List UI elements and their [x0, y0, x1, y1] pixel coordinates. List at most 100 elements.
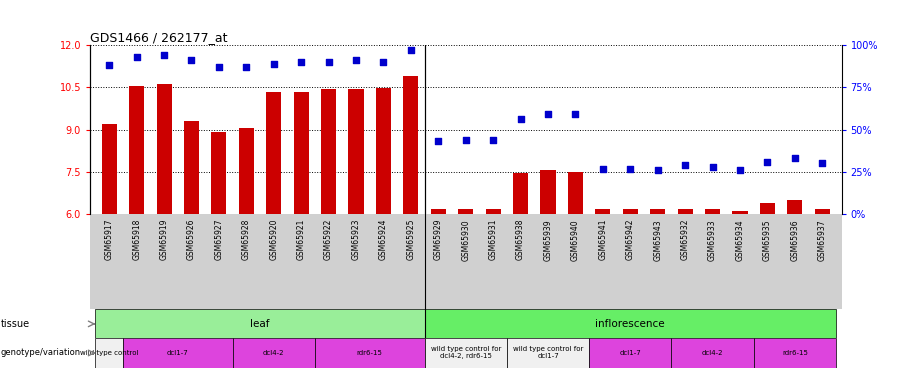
Text: GSM65942: GSM65942: [626, 219, 634, 261]
Text: GSM65924: GSM65924: [379, 219, 388, 261]
Bar: [541, 171, 555, 214]
Text: inflorescence: inflorescence: [596, 319, 665, 329]
Point: [157, 52, 171, 58]
Bar: [129, 86, 144, 214]
Text: tissue: tissue: [1, 319, 30, 329]
Text: GSM65918: GSM65918: [132, 219, 141, 260]
Bar: [238, 128, 254, 214]
Text: GSM65940: GSM65940: [571, 219, 580, 261]
Bar: [123, 338, 232, 368]
Text: GSM65932: GSM65932: [680, 219, 689, 261]
Point: [541, 111, 555, 117]
Text: GSM65922: GSM65922: [324, 219, 333, 260]
Bar: [568, 172, 583, 214]
Text: dcl1-7: dcl1-7: [166, 350, 189, 356]
Point: [404, 47, 419, 53]
Point: [184, 57, 199, 63]
Text: GSM65933: GSM65933: [708, 219, 717, 261]
Bar: [671, 338, 753, 368]
Text: GSM65931: GSM65931: [489, 219, 498, 261]
Text: GSM65926: GSM65926: [187, 219, 196, 261]
Point: [788, 155, 802, 161]
Point: [349, 57, 364, 63]
Text: GSM65923: GSM65923: [352, 219, 361, 261]
Bar: [753, 338, 836, 368]
Bar: [431, 209, 446, 214]
Point: [294, 59, 309, 65]
Text: rdr6-15: rdr6-15: [356, 350, 382, 356]
Text: GSM65929: GSM65929: [434, 219, 443, 261]
Text: GDS1466 / 262177_at: GDS1466 / 262177_at: [90, 31, 228, 44]
Text: GSM65935: GSM65935: [763, 219, 772, 261]
Text: dcl1-7: dcl1-7: [619, 350, 641, 356]
Point: [596, 165, 610, 171]
Text: GSM65937: GSM65937: [818, 219, 827, 261]
Point: [376, 59, 391, 65]
Point: [239, 64, 254, 70]
Text: GSM65936: GSM65936: [790, 219, 799, 261]
Text: genotype/variation: genotype/variation: [1, 348, 81, 357]
Bar: [293, 92, 309, 214]
Bar: [623, 209, 638, 214]
Point: [130, 54, 144, 60]
Text: GSM65928: GSM65928: [242, 219, 251, 260]
Text: GSM65943: GSM65943: [653, 219, 662, 261]
Point: [459, 137, 473, 143]
Point: [513, 117, 527, 123]
Bar: [705, 209, 720, 214]
Bar: [507, 338, 590, 368]
Point: [733, 167, 747, 173]
Bar: [232, 338, 315, 368]
Text: GSM65939: GSM65939: [544, 219, 553, 261]
Point: [760, 159, 775, 165]
Text: GSM65919: GSM65919: [159, 219, 168, 261]
Bar: [650, 209, 665, 214]
Point: [706, 164, 720, 170]
Text: rdr6-15: rdr6-15: [782, 350, 808, 356]
Bar: [513, 173, 528, 214]
Bar: [315, 338, 425, 368]
Bar: [678, 209, 693, 214]
Bar: [486, 209, 500, 214]
Text: dcl4-2: dcl4-2: [702, 350, 724, 356]
Text: GSM65921: GSM65921: [297, 219, 306, 260]
Point: [102, 62, 116, 68]
Point: [266, 61, 281, 67]
Point: [486, 137, 500, 143]
Text: GSM65917: GSM65917: [104, 219, 113, 261]
Point: [321, 59, 336, 65]
Bar: [788, 200, 803, 214]
Bar: [595, 209, 610, 214]
Text: wild type control for
dcl4-2, rdr6-15: wild type control for dcl4-2, rdr6-15: [430, 346, 501, 360]
Bar: [266, 92, 282, 214]
Bar: [814, 209, 830, 214]
Text: GSM65941: GSM65941: [598, 219, 608, 261]
Text: GSM65930: GSM65930: [462, 219, 471, 261]
Bar: [403, 76, 418, 214]
Point: [651, 167, 665, 173]
Text: wild type control for
dcl1-7: wild type control for dcl1-7: [513, 346, 583, 360]
Point: [212, 64, 226, 70]
Text: leaf: leaf: [250, 319, 270, 329]
Text: wild type control: wild type control: [80, 350, 139, 356]
Text: dcl4-2: dcl4-2: [263, 350, 284, 356]
Point: [623, 165, 637, 171]
Bar: [102, 124, 117, 214]
Point: [815, 160, 830, 166]
Bar: [95, 309, 425, 338]
Text: GSM65927: GSM65927: [214, 219, 223, 261]
Text: GSM65938: GSM65938: [516, 219, 525, 261]
Bar: [425, 338, 507, 368]
Text: GSM65925: GSM65925: [407, 219, 416, 261]
Text: GSM65920: GSM65920: [269, 219, 278, 261]
Bar: [425, 309, 836, 338]
Bar: [212, 132, 227, 214]
Bar: [348, 89, 364, 214]
Bar: [321, 89, 337, 214]
Bar: [184, 121, 199, 214]
Bar: [376, 88, 391, 214]
Bar: [733, 211, 748, 214]
Point: [678, 162, 692, 168]
Text: GSM65934: GSM65934: [735, 219, 744, 261]
Point: [568, 111, 582, 117]
